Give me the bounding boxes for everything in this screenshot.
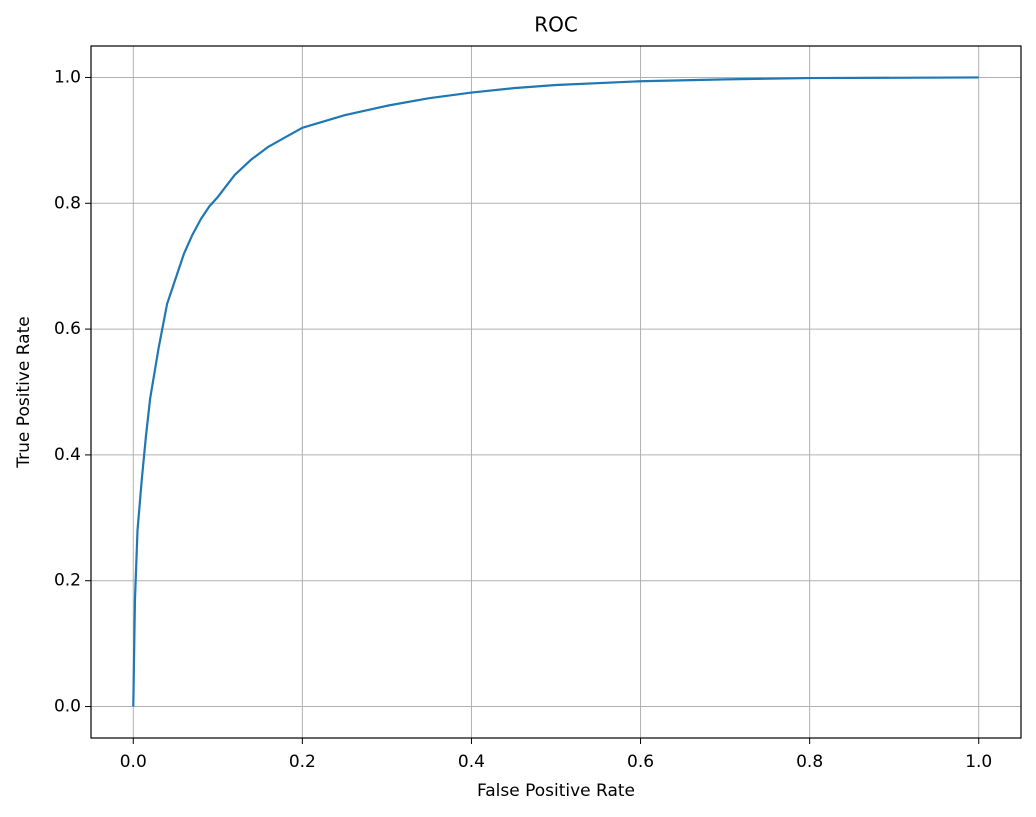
- x-tick-label: 0.6: [627, 752, 654, 772]
- y-tick-label: 0.4: [54, 445, 81, 465]
- x-tick-label: 0.8: [796, 752, 823, 772]
- x-tick-label: 0.4: [458, 752, 485, 772]
- y-tick-label: 0.2: [54, 571, 81, 591]
- y-tick-label: 0.0: [54, 697, 81, 717]
- y-axis-label: True Positive Rate: [14, 316, 34, 468]
- x-axis-label: False Positive Rate: [477, 781, 635, 801]
- y-tick-label: 0.6: [54, 319, 81, 339]
- x-tick-label: 1.0: [965, 752, 992, 772]
- chart-title: ROC: [534, 13, 578, 37]
- x-tick-label: 0.0: [120, 752, 147, 772]
- x-tick-label: 0.2: [289, 752, 316, 772]
- y-tick-label: 0.8: [54, 193, 81, 213]
- roc-line: [132, 76, 979, 707]
- plot-frame: [90, 45, 1022, 739]
- y-tick-label: 1.0: [54, 67, 81, 87]
